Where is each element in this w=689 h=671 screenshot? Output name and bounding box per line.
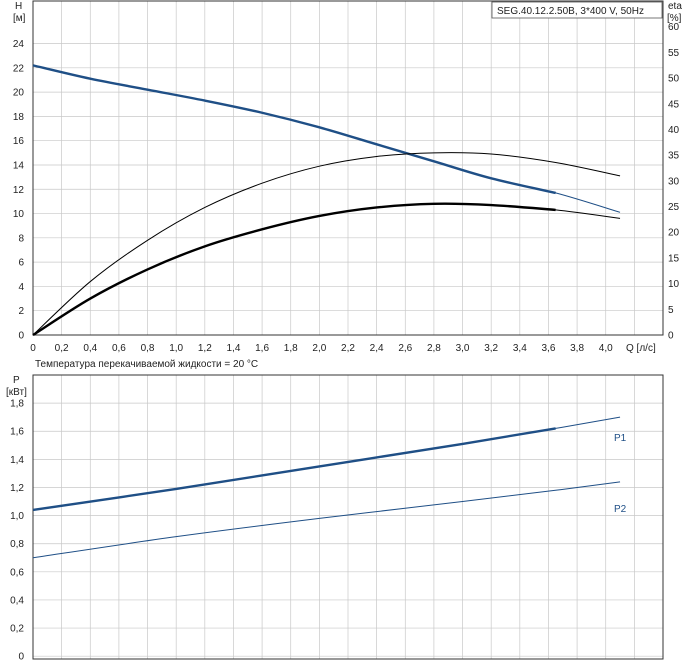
x-tick-label: 2,8 [427,343,441,354]
series-line-0 [32,64,621,213]
legend-p2: P2 [614,504,627,515]
y2-tick-label: 5 [668,305,674,316]
x-tick-label: 3,6 [542,343,556,354]
x-tick-label: 2,0 [312,343,326,354]
top-chart-curves [32,64,621,337]
y2-tick-label: 10 [668,279,680,290]
y2-tick-label: 30 [668,176,680,187]
y-tick-label: 1,0 [10,511,24,522]
x-tick-label: 0,4 [83,343,97,354]
y-tick-label: 14 [13,160,25,171]
plot-frame [32,0,664,336]
x-tick-label: 1,6 [255,343,269,354]
x-tick-label: 3,4 [513,343,527,354]
x-tick-label: 4,0 [599,343,613,354]
y-tick-label: 18 [13,112,25,123]
x-axis-label: Q [л/с] [626,343,656,354]
y2-tick-label: 50 [668,74,680,85]
y-tick-label: 1,2 [10,483,24,494]
series-line-2 [32,152,621,336]
x-tick-label: 2,2 [341,343,355,354]
y-tick-label: 16 [13,136,25,147]
x-tick-label: 1,2 [198,343,212,354]
y-axis-unit-h: [м] [13,13,26,24]
bottom-chart-grid [32,374,664,660]
x-tick-label: 0 [30,343,36,354]
y-tick-label: 0 [18,652,24,663]
y-tick-label: 2 [18,306,24,317]
y-tick-label: 6 [18,258,24,269]
chart-title: SEG.40.12.2.50B, 3*400 V, 50Hz [497,6,644,17]
y2-tick-label: 0 [668,331,674,342]
y-tick-label: 12 [13,185,25,196]
x-tick-label: 1,0 [169,343,183,354]
title-box [491,1,663,19]
y-tick-label: 1,4 [10,455,24,466]
series-line-operating-0 [32,427,556,512]
y2-tick-label: 25 [668,202,680,213]
y-tick-label: 0,6 [10,567,24,578]
y2-tick-label: 20 [668,228,680,239]
y2-axis-label-eta: eta [668,1,682,12]
x-tick-label: 2,6 [398,343,412,354]
series-line-1 [32,481,621,559]
y2-tick-label: 35 [668,151,680,162]
y-tick-label: 0,4 [10,595,24,606]
bottom-chart-ticks: 0 0,2 0,4 0,6 0,8 1,0 1,2 1,4 1,6 1,8 [10,399,24,663]
y-tick-label: 0 [18,331,24,342]
x-tick-label: 1,4 [227,343,241,354]
x-tick-label: 3,0 [456,343,470,354]
y-tick-label: 24 [13,39,25,50]
y-tick-label: 1,6 [10,427,24,438]
bottom-chart-curves [32,416,621,559]
y-tick-label: 10 [13,209,25,220]
y2-axis-unit-eta: [%] [667,13,682,24]
y-tick-label: 0,8 [10,539,24,550]
series-line-operating-1 [32,202,556,337]
y2-tick-label: 15 [668,253,680,264]
x-tick-label: 2,4 [370,343,384,354]
y-axis-label-p: P [13,375,20,386]
y2-tick-label: 55 [668,48,680,59]
x-tick-label: 0,2 [55,343,69,354]
y-axis-label-h: H [15,1,22,12]
plot-frame [32,374,664,660]
x-tick-label: 3,2 [484,343,498,354]
y-tick-label: 1,8 [10,399,24,410]
x-tick-label: 0,8 [141,343,155,354]
series-line-operating-0 [32,64,556,195]
series-line-1 [32,203,621,336]
x-tick-label: 1,8 [284,343,298,354]
y-axis-unit-p: [кВт] [6,387,27,398]
y2-tick-label: 45 [668,99,680,110]
y-tick-label: 4 [18,282,24,293]
y2-tick-label: 60 [668,22,680,33]
y2-tick-label: 40 [668,125,680,136]
y-tick-label: 8 [18,233,24,244]
liquid-temperature-note: Температура перекачиваемой жидкости = 20… [35,359,258,370]
y-tick-label: 20 [13,88,25,99]
top-chart-ticks: 0246810121416182022240510152025303540455… [13,22,680,354]
y-tick-label: 0,2 [10,624,24,635]
y-tick-label: 22 [13,63,25,74]
x-tick-label: 3,8 [570,343,584,354]
x-tick-label: 0,6 [112,343,126,354]
legend-p1: P1 [614,433,627,444]
top-chart-grid [32,0,664,336]
